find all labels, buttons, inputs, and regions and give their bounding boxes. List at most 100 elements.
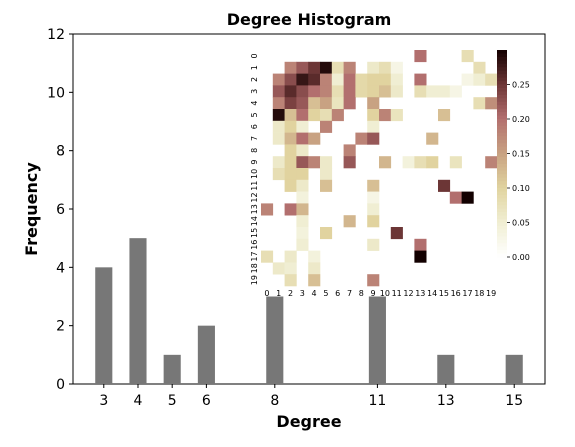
y-tick-label: 4 <box>56 260 65 276</box>
heatmap-col-label: 3 <box>300 289 305 298</box>
heatmap-cell <box>284 156 297 169</box>
colorbar-segment <box>497 246 507 251</box>
heatmap-cell <box>320 109 333 122</box>
y-tick-label: 6 <box>56 202 65 218</box>
heatmap-cell <box>320 168 333 181</box>
y-tick-label: 10 <box>47 85 65 101</box>
colorbar-segment <box>497 153 507 158</box>
heatmap-cell <box>449 191 462 204</box>
heatmap-cell <box>272 109 285 122</box>
colorbar-segment <box>497 136 507 141</box>
heatmap-cell <box>438 109 451 122</box>
colorbar-segment <box>497 63 507 68</box>
colorbar-segment <box>497 205 507 210</box>
heatmap-cell <box>296 97 309 110</box>
x-tick-label: 13 <box>437 393 455 409</box>
heatmap-cell <box>355 73 368 86</box>
heatmap-cell <box>379 85 392 98</box>
colorbar-segment <box>497 87 507 92</box>
heatmap-cell <box>272 120 285 133</box>
heatmap-cell <box>390 227 403 240</box>
heatmap-cell <box>272 85 285 98</box>
heatmap-cell <box>284 250 297 263</box>
heatmap-cell <box>308 262 321 275</box>
heatmap-cell <box>284 120 297 133</box>
heatmap-cell <box>367 109 380 122</box>
heatmap-cell <box>473 97 486 110</box>
y-tick-label: 8 <box>56 144 65 160</box>
colorbar-segment <box>497 125 507 130</box>
bars-group <box>95 238 523 384</box>
heatmap-row-label: 15 <box>250 228 259 238</box>
colorbar-segment <box>497 215 507 220</box>
heatmap-cell <box>320 227 333 240</box>
colorbar-segment <box>497 222 507 227</box>
heatmap-cell <box>284 85 297 98</box>
colorbar-segment <box>497 219 507 223</box>
y-tick-label: 12 <box>47 27 65 43</box>
heatmap-cell <box>367 203 380 216</box>
heatmap-cell <box>331 73 344 86</box>
heatmap-col-label: 14 <box>427 289 437 298</box>
colorbar-segment <box>497 129 507 134</box>
inset-heatmap: 0 1 2 3 4 5 6 7 8 9 10 11 12 13 14 15 16 17 18 190123456789… <box>250 50 530 298</box>
heatmap-col-label: 16 <box>451 289 461 298</box>
heatmap-cell <box>308 156 321 169</box>
colorbar-segment <box>497 181 507 186</box>
heatmap-cell <box>296 203 309 216</box>
heatmap-cell <box>272 97 285 110</box>
heatmap-cell <box>296 144 309 157</box>
heatmap-col-label: 4 <box>312 289 317 298</box>
colorbar-segment <box>497 119 507 123</box>
heatmap-cell <box>449 85 462 98</box>
heatmap-cell <box>296 168 309 181</box>
y-axis-label: Frequency <box>22 162 41 256</box>
heatmap-cell <box>485 97 498 110</box>
heatmap-cell <box>296 227 309 240</box>
colorbar-segment <box>497 170 507 175</box>
colorbar-segment <box>497 122 507 127</box>
heatmap-cell <box>296 156 309 169</box>
heatmap-cell <box>320 97 333 110</box>
colorbar-segment <box>497 101 507 106</box>
heatmap-col-label: 13 <box>415 289 425 298</box>
heatmap-row-label: 14 <box>250 216 259 226</box>
heatmap-cell <box>284 168 297 181</box>
colorbar-segment <box>497 174 507 179</box>
heatmap-cell <box>355 85 368 98</box>
x-tick-label: 6 <box>202 393 211 409</box>
heatmap-row-label: 16 <box>250 240 259 250</box>
colorbar-segment <box>497 53 507 58</box>
heatmap-cell <box>343 61 356 74</box>
colorbar-segment <box>497 91 507 96</box>
colorbar-segment <box>497 243 507 248</box>
heatmap-cell <box>320 85 333 98</box>
colorbar-segment <box>497 146 507 151</box>
heatmap-cell <box>272 262 285 275</box>
heatmap-cell <box>367 132 380 145</box>
heatmap-col-label: 2 <box>288 289 293 298</box>
heatmap-cell <box>284 179 297 192</box>
heatmap-cell <box>296 191 309 204</box>
colorbar-segment <box>497 50 507 54</box>
x-tick-label: 11 <box>368 393 386 409</box>
heatmap-cell <box>461 50 474 63</box>
bar-6 <box>197 325 215 384</box>
colorbar-segment <box>497 56 507 61</box>
heatmap-cell <box>308 109 321 122</box>
colorbar-segment <box>497 60 507 65</box>
heatmap-col-label: 7 <box>347 289 352 298</box>
colorbar-segment <box>497 188 507 192</box>
heatmap-col-label: 10 <box>380 289 390 298</box>
heatmap-row-label: 18 <box>250 263 259 273</box>
heatmap-col-label: 19 <box>486 289 496 298</box>
heatmap-cell <box>379 109 392 122</box>
bar-11 <box>368 296 386 384</box>
heatmap-cell <box>272 73 285 86</box>
heatmap-cell <box>296 238 309 251</box>
chart-title: Degree Histogram <box>227 10 392 29</box>
colorbar-segment <box>497 201 507 206</box>
colorbar-segment <box>497 150 507 154</box>
heatmap-cell <box>284 61 297 74</box>
heatmap-cell <box>308 61 321 74</box>
